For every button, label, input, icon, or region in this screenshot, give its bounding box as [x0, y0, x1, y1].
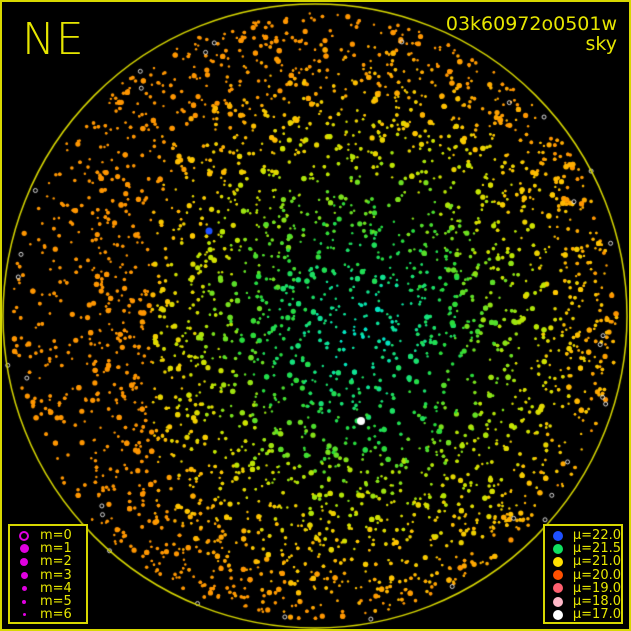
magnitude-marker-icon	[16, 544, 32, 554]
magnitude-legend-label: m=2	[40, 554, 72, 570]
surface-brightness-label: μ=17.0	[572, 607, 621, 623]
magnitude-legend-item: m=4	[16, 580, 86, 596]
color-swatch-icon	[551, 570, 565, 581]
magnitude-legend-item: m=1	[16, 541, 86, 557]
surface-brightness-label: μ=21.5	[572, 541, 621, 557]
surface-brightness-legend-item: μ=19.0	[551, 580, 621, 596]
magnitude-legend-item: m=6	[16, 607, 86, 623]
magnitude-legend-label: m=1	[40, 541, 72, 557]
surface-brightness-legend-item: μ=21.0	[551, 554, 621, 570]
magnitude-legend-label: m=3	[40, 567, 72, 583]
magnitude-legend-item: m=5	[16, 594, 86, 610]
surface-brightness-legend-item: μ=20.0	[551, 567, 621, 583]
magnitude-marker-icon	[16, 585, 32, 591]
magnitude-marker-icon	[16, 571, 32, 579]
magnitude-marker-icon	[16, 557, 32, 566]
surface-brightness-legend: μ=22.0 μ=21.5 μ=21.0 μ=20.0 μ=19.0 μ=18.0 μ=17…	[543, 524, 623, 624]
image-id: 03k60972o0501w	[445, 13, 617, 35]
color-swatch-icon	[551, 530, 565, 541]
magnitude-marker-icon	[16, 613, 32, 617]
magnitude-legend-item: m=2	[16, 554, 86, 570]
magnitude-legend: m=0 m=1 m=2 m=3 m=4 m=5 m=6	[8, 524, 88, 624]
direction-label: NE	[22, 14, 85, 65]
color-swatch-icon	[551, 583, 565, 594]
magnitude-legend-label: m=0	[40, 528, 72, 544]
magnitude-legend-label: m=4	[40, 580, 72, 596]
surface-brightness-legend-item: μ=22.0	[551, 528, 621, 544]
magnitude-marker-icon	[16, 530, 32, 541]
surface-brightness-label: μ=20.0	[572, 567, 621, 583]
color-swatch-icon	[551, 556, 565, 567]
image-title: 03k60972o0501w sky	[446, 14, 617, 54]
color-swatch-icon	[551, 609, 565, 620]
surface-brightness-label: μ=18.0	[572, 594, 621, 610]
magnitude-legend-item: m=0	[16, 528, 86, 544]
surface-brightness-legend-item: μ=17.0	[551, 607, 621, 623]
image-type: sky	[585, 33, 617, 55]
surface-brightness-label: μ=21.0	[572, 554, 621, 570]
color-swatch-icon	[551, 596, 565, 607]
magnitude-marker-icon	[16, 599, 32, 604]
magnitude-legend-label: m=5	[40, 594, 72, 610]
surface-brightness-label: μ=19.0	[572, 580, 621, 596]
surface-brightness-legend-item: μ=21.5	[551, 541, 621, 557]
surface-brightness-label: μ=22.0	[572, 528, 621, 544]
magnitude-legend-item: m=3	[16, 567, 86, 583]
surface-brightness-legend-item: μ=18.0	[551, 594, 621, 610]
magnitude-legend-label: m=6	[40, 607, 72, 623]
color-swatch-icon	[551, 543, 565, 554]
